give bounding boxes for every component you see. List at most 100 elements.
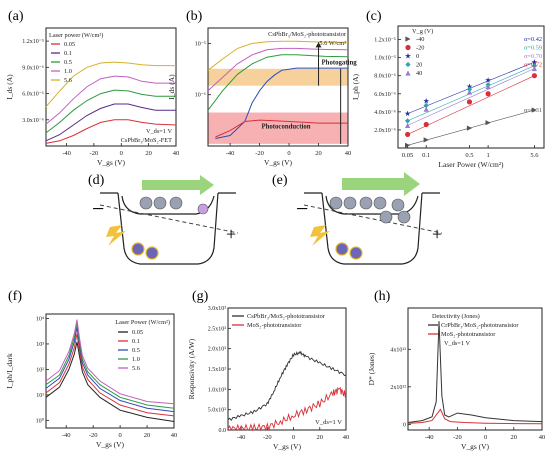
data-point	[423, 97, 430, 104]
x-tick-label: 0.1	[422, 152, 430, 159]
conduction-band-d	[121, 195, 215, 215]
x-tick-label: 0	[120, 150, 123, 157]
y-tick-label: 3.0x10³	[208, 306, 227, 312]
series-line-0	[227, 350, 347, 421]
series-line-0	[407, 321, 543, 423]
legend-title: Laser power (W/cm²)	[49, 32, 103, 39]
series-line-3	[45, 323, 175, 409]
panel-label-g: (g)	[192, 289, 209, 304]
fit-line-4	[407, 68, 535, 126]
lightning-icon-e	[310, 225, 330, 246]
data-point	[404, 110, 411, 117]
x-axis-label: V_gs (V)	[97, 158, 126, 167]
minus-sign-e: −	[296, 196, 308, 221]
x-tick-label: 40	[539, 434, 546, 441]
alpha-label: α=0.31	[524, 107, 542, 114]
y-tick-label: 10⁰	[36, 417, 45, 424]
data-point	[485, 77, 492, 83]
band-1	[208, 112, 348, 144]
x-tick-label: 20	[145, 150, 152, 157]
data-point	[531, 73, 538, 79]
chart-title: CsPbBr₃/MoS₂-phototransistor	[268, 31, 347, 38]
y-tick-label: 6.0x10⁻⁶	[374, 92, 396, 98]
y-tick-label: 3.0x10⁻⁶	[22, 118, 44, 124]
legend-label: 20	[416, 62, 422, 69]
electron-e-5	[391, 198, 405, 212]
plot-frame	[207, 27, 349, 147]
electron-d-1	[139, 196, 153, 210]
plot-frame	[397, 25, 545, 149]
conduction-band-e	[325, 195, 419, 215]
y-tick-label: 10³	[36, 342, 44, 348]
chart-g: -40 -20 0 20 40 0.0 5.0x10² 1.0x10³ 1.5x10³ 2.0x1…	[187, 306, 349, 451]
y-tick-label: 10¹	[36, 393, 44, 399]
y-tick-label: 5.0x10²	[208, 408, 227, 414]
panel-label-e: (e)	[272, 173, 288, 188]
band-outline-d	[117, 192, 219, 265]
electron-d-4	[197, 203, 209, 215]
series-line-1	[227, 386, 347, 432]
schematic-e: − +	[296, 172, 442, 265]
x-axis-label: V_gs (V)	[96, 440, 125, 449]
data-point	[404, 131, 411, 138]
legend-label: 5.6	[132, 365, 140, 372]
data-point	[466, 89, 473, 95]
alpha-label: α=0.70	[524, 53, 542, 60]
schematic-d: − +	[92, 175, 239, 265]
electron-e-6	[397, 210, 411, 224]
legend-label: 0.5	[132, 347, 140, 354]
legend-marker	[405, 36, 411, 42]
x-tick-label: 20	[317, 434, 324, 441]
data-point	[531, 107, 538, 113]
hole-d-1	[131, 242, 145, 256]
legend-label: 1.0	[132, 356, 140, 363]
x-axis-label: V_gs (V)	[461, 442, 490, 451]
data-point	[404, 118, 411, 124]
x-tick-label: -20	[255, 150, 264, 157]
x-tick-label: -20	[90, 150, 99, 157]
chart-subtitle: 5.6 W/cm²	[319, 40, 346, 47]
electron-e-2	[343, 196, 357, 210]
series-line-0	[45, 119, 177, 144]
arrow-e	[342, 172, 420, 196]
band-0	[208, 68, 348, 86]
legend-label: 40	[416, 70, 422, 77]
legend-marker	[405, 44, 411, 51]
series-line-0	[207, 40, 349, 71]
band-outline-e	[321, 192, 423, 265]
legend-label: CrPbBr₃/MoS₂-phototransistor	[441, 322, 519, 329]
annotation-photogating: Photogating	[322, 59, 358, 66]
fit-line-2	[407, 61, 535, 114]
legend-label: 0.5	[64, 59, 72, 66]
arrow-d	[142, 175, 214, 195]
series-line-0	[45, 341, 175, 422]
x-tick-label: -40	[237, 434, 246, 441]
data-point	[404, 142, 411, 148]
legend-label: CsPbBr₃/MoS₂-phototransistor	[247, 313, 326, 320]
x-tick-label: -20	[89, 432, 98, 439]
annotation-device: CsPbBr₃/MoS₂-FET	[121, 137, 172, 144]
legend-label: 0.05	[132, 329, 143, 336]
y-tick-label: 4.0x10⁻⁶	[374, 110, 396, 116]
y-tick-label: 0.0	[219, 428, 227, 434]
hole-d-2	[145, 246, 159, 260]
y-tick-label: 9.0x10⁻⁶	[22, 65, 44, 71]
chart-b: -40 -20 0 20 40 10⁻⁶ 10⁻⁵ V_gs (V) I_ds (A) CsPbB…	[167, 27, 358, 167]
y-tick-label: 10⁻⁵	[195, 41, 206, 47]
y-axis-label: I_ph (A)	[351, 73, 360, 100]
series-line-2	[45, 89, 176, 134]
x-tick-label: 0	[484, 434, 487, 441]
x-tick-label: 0.5	[465, 152, 473, 159]
data-point	[466, 125, 473, 131]
series-line-4	[45, 61, 176, 108]
hole-e-1	[335, 242, 349, 256]
data-point	[485, 83, 491, 90]
annotation-photoconduction: Photoconduction	[261, 123, 310, 130]
chart-f: -40 -20 0 20 40 10⁰ 10¹ 10² 10³ 10⁴ V_gs (V) I_ph/I…	[5, 313, 177, 449]
data-point	[485, 120, 491, 126]
data-point	[423, 106, 429, 112]
x-tick-label: 1	[486, 152, 489, 159]
data-point	[423, 102, 429, 109]
data-point	[423, 137, 429, 143]
x-tick-label: 20	[144, 432, 151, 439]
